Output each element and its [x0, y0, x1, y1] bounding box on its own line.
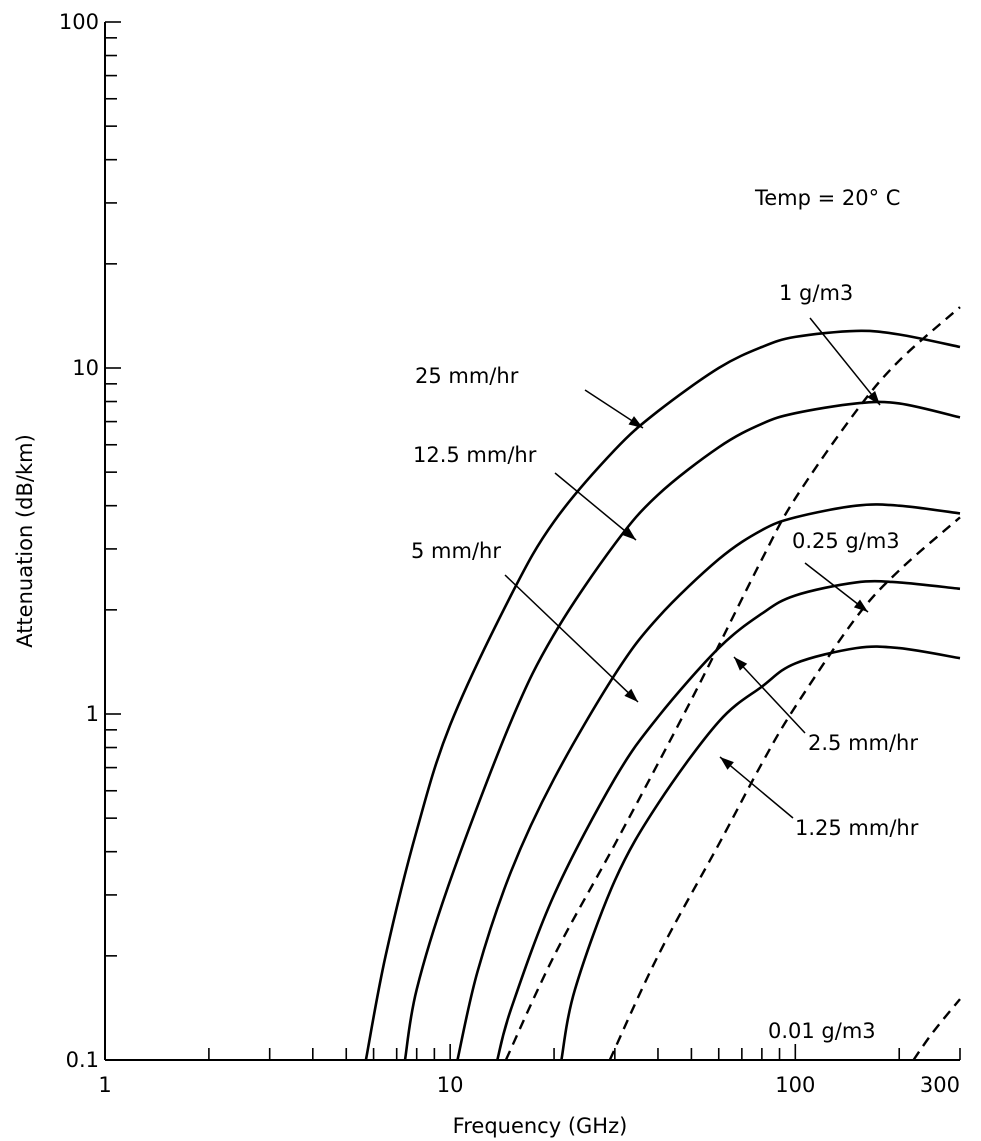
- label-rain-25: 25 mm/hr: [415, 364, 519, 388]
- series-fog-0-01: [912, 998, 961, 1061]
- label-rain-5: 5 mm/hr: [411, 539, 501, 563]
- arrow-fog-1: [809, 317, 881, 406]
- series-rain-25: [364, 329, 961, 1061]
- series-rain-1-25: [560, 645, 961, 1061]
- x-tick-label: 100: [775, 1073, 815, 1097]
- arrowhead-rain-12-5: [622, 527, 636, 540]
- x-tick-label: 300: [920, 1073, 960, 1097]
- arrowhead-rain-5: [624, 688, 638, 702]
- label-rain-2-5: 2.5 mm/hr: [808, 731, 918, 755]
- arrowhead-rain-1-25: [720, 757, 734, 770]
- y-axis-title: Attenuation (dB/km): [13, 434, 37, 648]
- arrowhead-rain-2-5: [734, 657, 748, 671]
- x-tick-label: 1: [98, 1073, 111, 1097]
- series-rain-12-5: [403, 400, 961, 1061]
- arrow-rain-1-25: [719, 756, 794, 819]
- label-fog-0-01: 0.01 g/m3: [768, 1019, 876, 1043]
- arrow-rain-5: [504, 574, 639, 703]
- arrow-rain-2-5: [733, 656, 806, 734]
- label-fog-0-25: 0.25 g/m3: [792, 529, 900, 553]
- series-rain-2-5: [496, 579, 961, 1061]
- arrowhead-rain-25: [628, 416, 643, 428]
- arrowhead-fog-1: [867, 391, 880, 405]
- y-tick-label: 0.1: [66, 1048, 99, 1072]
- temp-annotation: Temp = 20° C: [754, 186, 900, 210]
- arrow-rain-12-5: [554, 472, 637, 541]
- label-rain-12-5: 12.5 mm/hr: [413, 443, 537, 467]
- y-tick-label: 100: [59, 10, 99, 34]
- x-axis-title: Frequency (GHz): [453, 1114, 628, 1138]
- arrowhead-fog-0-25: [853, 599, 868, 612]
- annotation-labels: 25 mm/hr 12.5 mm/hr 5 mm/hr 2.5 mm/hr 1.25 m…: [411, 281, 919, 1043]
- label-rain-1-25: 1.25 mm/hr: [795, 816, 919, 840]
- axis-ticks: [104, 21, 961, 1061]
- label-fog-1: 1 g/m3: [779, 281, 853, 305]
- x-tick-label: 10: [437, 1073, 464, 1097]
- series-curves: [364, 306, 961, 1061]
- y-tick-label: 10: [72, 356, 99, 380]
- y-tick-label: 1: [86, 702, 99, 726]
- annotation-arrows: [504, 317, 881, 819]
- series-fog-1: [504, 306, 961, 1061]
- series-rain-5: [456, 503, 961, 1061]
